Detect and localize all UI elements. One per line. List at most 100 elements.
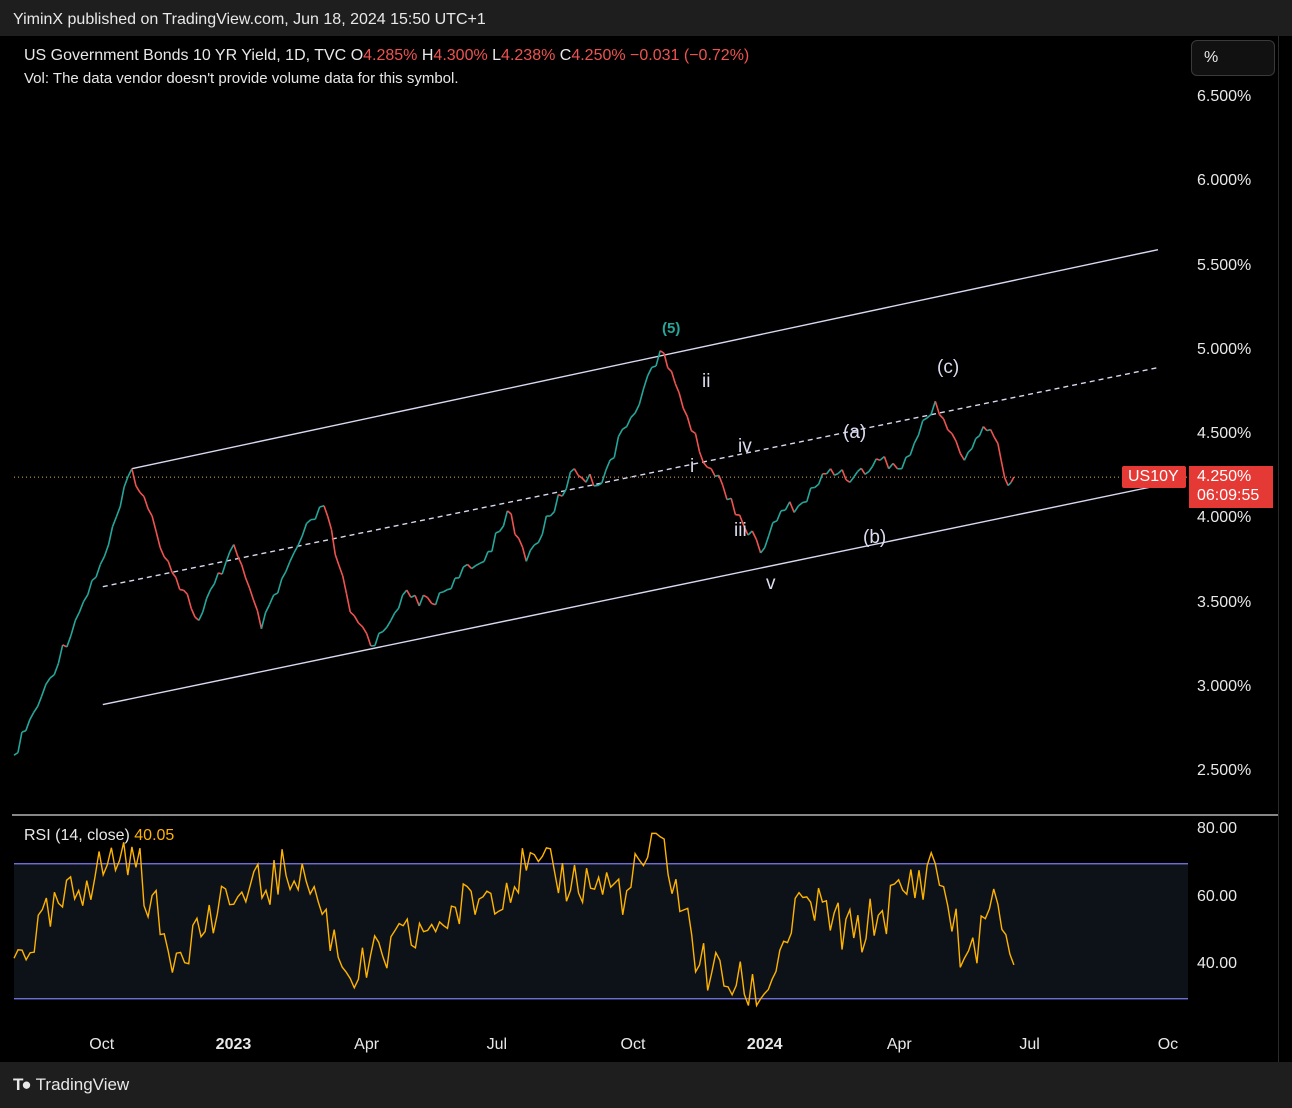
price-segment (115, 506, 121, 518)
price-segment (585, 473, 591, 483)
price-segment (577, 474, 583, 479)
price-segment (378, 630, 384, 635)
price-segment (864, 471, 870, 475)
price-segment (875, 458, 881, 462)
percent-scale-button[interactable]: % (1191, 40, 1275, 76)
price-segment (248, 587, 255, 601)
price-segment (397, 594, 404, 609)
price-segment (458, 566, 465, 579)
price-tick-label: 5.000% (1197, 340, 1252, 358)
price-segment (442, 588, 448, 593)
price-segment (281, 571, 287, 580)
price-segment (834, 472, 839, 476)
price-segment (626, 417, 632, 427)
price-segment (91, 576, 97, 582)
price-segment (802, 500, 807, 504)
price-segment (147, 508, 153, 517)
price-pane[interactable] (12, 248, 1278, 816)
price-segment (868, 465, 874, 473)
price-segment (167, 561, 173, 573)
price-segment (978, 426, 985, 436)
price-segment (565, 471, 572, 489)
price-segment (439, 591, 444, 594)
price-segment (135, 485, 141, 493)
price-segment (502, 510, 509, 527)
price-segment (190, 608, 196, 618)
price-tick-label: 6.000% (1197, 172, 1252, 190)
price-segment (797, 501, 804, 507)
price-segment (260, 612, 267, 629)
price-segment (510, 513, 516, 535)
price-segment (747, 530, 753, 536)
rsi-line (13, 832, 1015, 1008)
price-segment (349, 611, 355, 617)
price-segment (938, 414, 945, 420)
price-segment (198, 611, 204, 621)
price-segment (638, 388, 645, 405)
price-segment (789, 501, 795, 513)
price-segment (330, 529, 337, 555)
close-label: C (559, 47, 572, 64)
price-segment (401, 589, 408, 596)
percent-scale-label: % (1204, 49, 1219, 66)
price-segment (702, 462, 708, 468)
price-segment (730, 498, 737, 515)
price-segment (942, 418, 949, 431)
price-segment (53, 662, 60, 675)
price-segment (268, 594, 275, 605)
price-segment (674, 383, 680, 394)
price-segment (955, 440, 962, 454)
price-segment (659, 350, 665, 354)
price-segment (755, 539, 762, 554)
price-segment (601, 469, 607, 484)
price-segment (617, 428, 624, 438)
wave-label-v: v (766, 573, 776, 594)
price-segment (537, 533, 544, 543)
price-segment (707, 466, 712, 470)
price-segment (670, 371, 677, 385)
wave-label-i: i (690, 456, 695, 477)
channel-line-lower (102, 484, 1159, 706)
rsi-pane[interactable] (13, 832, 1188, 1008)
price-segment (498, 525, 505, 532)
price-segment (913, 434, 920, 444)
price-segment (422, 594, 428, 599)
wave-label-c: (c) (937, 357, 960, 378)
time-tick-label: Apr (354, 1036, 380, 1053)
price-segment (917, 420, 924, 436)
price-segment (171, 572, 177, 578)
price-segment (883, 456, 890, 470)
price-segment (630, 412, 636, 418)
tradingview-logo[interactable]: T● TradingView (13, 1075, 129, 1095)
price-segment (276, 578, 283, 594)
price-segment (479, 560, 485, 565)
bottom-bar (0, 1062, 1292, 1108)
price-segment (525, 550, 532, 562)
price-segment (845, 479, 851, 483)
price-segment (345, 593, 351, 613)
price-segment (529, 544, 535, 551)
last-price-box: 4.250% 06:09:55 (1189, 466, 1273, 508)
price-segment (99, 556, 106, 565)
price-segment (569, 468, 575, 473)
price-segment (209, 583, 216, 591)
price-segment (159, 547, 165, 558)
price-segment (963, 451, 969, 461)
price-segment (558, 493, 563, 497)
price-segment (82, 594, 89, 602)
wave-label-iii: iii (734, 520, 747, 541)
volume-note: Vol: The data vendor doesn't provide vol… (24, 70, 459, 87)
symbol-title: US Government Bonds 10 YR Yield, 1D, TVC (24, 47, 347, 64)
price-segment (273, 592, 279, 596)
price-segment (483, 551, 489, 562)
high-label: H (421, 47, 434, 64)
price-segment (289, 552, 295, 562)
price-segment (506, 510, 512, 515)
top-bar: YiminX published on TradingView.com, Jun… (0, 0, 1292, 36)
price-segment (434, 592, 441, 606)
price-segment (514, 533, 520, 539)
price-segment (581, 477, 587, 483)
price-segment (70, 620, 77, 636)
price-segment (1010, 476, 1015, 483)
